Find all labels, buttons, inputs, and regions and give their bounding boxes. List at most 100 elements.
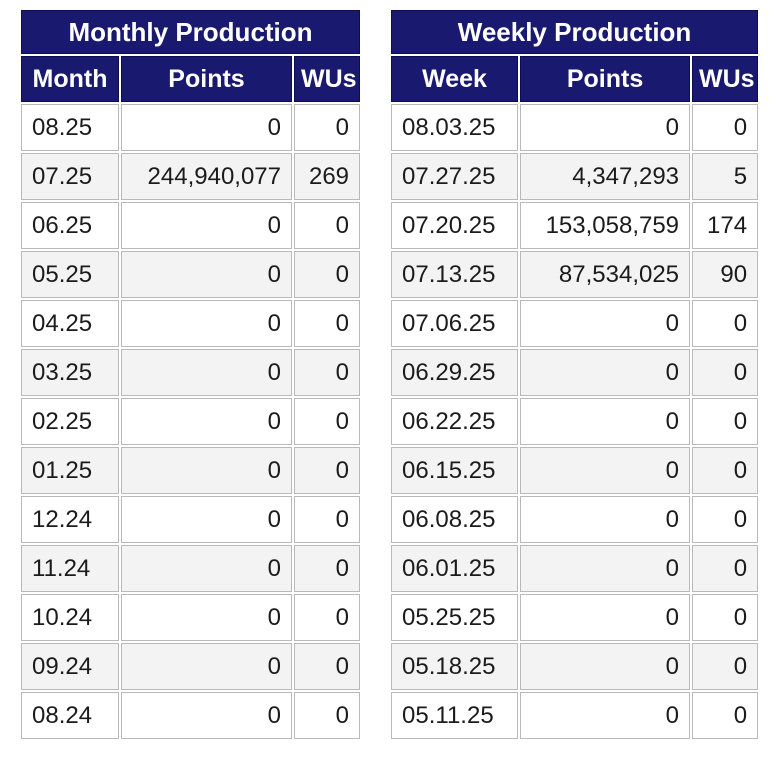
week-cell: 07.13.25 [391, 251, 519, 298]
week-cell: 05.25.25 [391, 594, 519, 641]
points-cell: 0 [121, 300, 292, 347]
month-cell: 12.24 [21, 496, 119, 543]
table-row: 06.01.25 0 0 [391, 545, 759, 592]
table-row: 07.20.25 153,058,759 174 [391, 202, 759, 249]
wus-cell: 0 [692, 545, 759, 592]
table-row: 05.18.25 0 0 [391, 643, 759, 690]
points-cell: 0 [121, 104, 292, 151]
points-cell: 0 [520, 496, 691, 543]
table-row: 02.25 0 0 [21, 398, 361, 445]
week-cell: 07.20.25 [391, 202, 519, 249]
wus-cell: 0 [692, 496, 759, 543]
points-cell: 0 [121, 545, 292, 592]
weekly-title-row: Weekly Production [391, 10, 759, 54]
weekly-table-body: 08.03.25 0 0 07.27.25 4,347,293 5 07.20.25 153,… [391, 104, 759, 739]
points-cell: 0 [121, 692, 292, 739]
monthly-production-table: Monthly Production Month Points WUs 08.2… [19, 8, 362, 741]
monthly-header-row: Month Points WUs [21, 56, 361, 102]
month-cell: 06.25 [21, 202, 119, 249]
wus-cell: 269 [294, 153, 361, 200]
weekly-column-header-points: Points [520, 56, 691, 102]
points-cell: 0 [520, 545, 691, 592]
wus-cell: 0 [294, 447, 361, 494]
monthly-title-row: Monthly Production [21, 10, 361, 54]
wus-cell: 0 [294, 202, 361, 249]
wus-cell: 0 [692, 447, 759, 494]
points-cell: 153,058,759 [520, 202, 691, 249]
week-cell: 07.27.25 [391, 153, 519, 200]
weekly-column-header-week: Week [391, 56, 519, 102]
week-cell: 08.03.25 [391, 104, 519, 151]
table-row: 07.25 244,940,077 269 [21, 153, 361, 200]
points-cell: 0 [121, 447, 292, 494]
month-cell: 07.25 [21, 153, 119, 200]
wus-cell: 0 [692, 692, 759, 739]
table-row: 08.03.25 0 0 [391, 104, 759, 151]
wus-cell: 174 [692, 202, 759, 249]
wus-cell: 0 [294, 251, 361, 298]
table-row: 08.24 0 0 [21, 692, 361, 739]
weekly-column-header-wus: WUs [692, 56, 759, 102]
week-cell: 07.06.25 [391, 300, 519, 347]
table-row: 06.29.25 0 0 [391, 349, 759, 396]
week-cell: 05.18.25 [391, 643, 519, 690]
month-cell: 05.25 [21, 251, 119, 298]
points-cell: 0 [520, 300, 691, 347]
monthly-table-body: 08.25 0 0 07.25 244,940,077 269 06.25 0 0 05.25 0 0… [21, 104, 361, 739]
points-cell: 0 [121, 349, 292, 396]
table-row: 01.25 0 0 [21, 447, 361, 494]
month-cell: 10.24 [21, 594, 119, 641]
table-row: 07.27.25 4,347,293 5 [391, 153, 759, 200]
points-cell: 0 [121, 643, 292, 690]
points-cell: 87,534,025 [520, 251, 691, 298]
wus-cell: 0 [692, 104, 759, 151]
wus-cell: 0 [294, 398, 361, 445]
table-row: 10.24 0 0 [21, 594, 361, 641]
table-row: 06.08.25 0 0 [391, 496, 759, 543]
points-cell: 0 [520, 104, 691, 151]
wus-cell: 0 [692, 349, 759, 396]
month-cell: 03.25 [21, 349, 119, 396]
weekly-header-row: Week Points WUs [391, 56, 759, 102]
table-row: 07.06.25 0 0 [391, 300, 759, 347]
wus-cell: 0 [294, 104, 361, 151]
table-row: 05.25 0 0 [21, 251, 361, 298]
points-cell: 0 [520, 643, 691, 690]
week-cell: 06.08.25 [391, 496, 519, 543]
points-cell: 0 [121, 398, 292, 445]
table-row: 04.25 0 0 [21, 300, 361, 347]
wus-cell: 0 [692, 398, 759, 445]
table-row: 05.25.25 0 0 [391, 594, 759, 641]
week-cell: 06.15.25 [391, 447, 519, 494]
wus-cell: 0 [294, 643, 361, 690]
table-row: 12.24 0 0 [21, 496, 361, 543]
week-cell: 06.01.25 [391, 545, 519, 592]
monthly-column-header-points: Points [121, 56, 292, 102]
points-cell: 0 [121, 251, 292, 298]
points-cell: 0 [520, 349, 691, 396]
monthly-column-header-wus: WUs [294, 56, 361, 102]
month-cell: 01.25 [21, 447, 119, 494]
monthly-table-title: Monthly Production [21, 10, 361, 54]
week-cell: 05.11.25 [391, 692, 519, 739]
points-cell: 0 [121, 594, 292, 641]
wus-cell: 5 [692, 153, 759, 200]
wus-cell: 0 [692, 300, 759, 347]
monthly-column-header-month: Month [21, 56, 119, 102]
points-cell: 4,347,293 [520, 153, 691, 200]
month-cell: 02.25 [21, 398, 119, 445]
wus-cell: 0 [294, 594, 361, 641]
points-cell: 0 [520, 692, 691, 739]
wus-cell: 0 [294, 300, 361, 347]
table-row: 11.24 0 0 [21, 545, 361, 592]
table-row: 06.25 0 0 [21, 202, 361, 249]
wus-cell: 0 [294, 545, 361, 592]
month-cell: 04.25 [21, 300, 119, 347]
wus-cell: 0 [692, 594, 759, 641]
wus-cell: 0 [294, 349, 361, 396]
points-cell: 0 [520, 447, 691, 494]
table-row: 08.25 0 0 [21, 104, 361, 151]
wus-cell: 0 [294, 692, 361, 739]
month-cell: 11.24 [21, 545, 119, 592]
